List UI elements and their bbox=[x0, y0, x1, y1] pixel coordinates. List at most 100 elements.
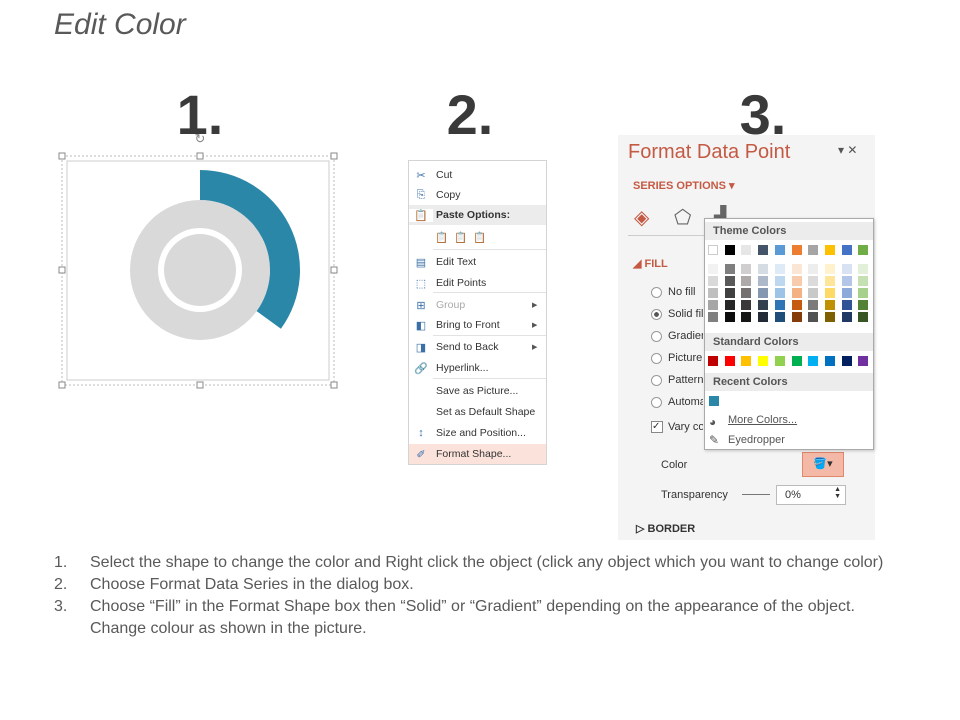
theme-shade-swatch[interactable] bbox=[774, 264, 785, 274]
theme-color-swatch[interactable] bbox=[858, 245, 869, 255]
theme-shade-swatch[interactable] bbox=[758, 276, 769, 286]
more-colors-button[interactable]: More Colors... bbox=[728, 414, 798, 426]
standard-color-swatch[interactable] bbox=[791, 356, 802, 366]
menu-item-save-as-picture[interactable]: Save as Picture... bbox=[409, 381, 546, 401]
paste-keep-formatting-icon[interactable]: 📋 bbox=[435, 231, 449, 244]
series-options-dropdown[interactable]: SERIES OPTIONS ▾ bbox=[633, 180, 735, 192]
theme-shade-swatch[interactable] bbox=[741, 276, 752, 286]
fill-option-radio[interactable] bbox=[651, 375, 662, 386]
paste-use-destination-icon[interactable]: 📋 bbox=[454, 231, 468, 244]
vary-colors-checkbox[interactable]: ✓ bbox=[651, 421, 663, 433]
menu-item-size-and-position[interactable]: ↕ Size and Position... bbox=[409, 423, 546, 443]
standard-color-swatch[interactable] bbox=[808, 356, 819, 366]
theme-shade-swatch[interactable] bbox=[708, 264, 718, 274]
theme-shade-swatch[interactable] bbox=[758, 288, 769, 298]
donut-accent-segment[interactable] bbox=[200, 170, 300, 329]
theme-shade-swatch[interactable] bbox=[724, 288, 735, 298]
theme-shade-swatch[interactable] bbox=[808, 300, 819, 310]
theme-shade-swatch[interactable] bbox=[708, 288, 718, 298]
theme-shade-swatch[interactable] bbox=[808, 312, 819, 322]
theme-color-swatch[interactable] bbox=[708, 245, 718, 255]
theme-shade-swatch[interactable] bbox=[791, 288, 802, 298]
standard-color-swatch[interactable] bbox=[841, 356, 852, 366]
theme-color-swatch[interactable] bbox=[808, 245, 819, 255]
theme-shade-swatch[interactable] bbox=[808, 264, 819, 274]
standard-color-swatch[interactable] bbox=[741, 356, 752, 366]
standard-color-swatch[interactable] bbox=[824, 356, 835, 366]
theme-shade-swatch[interactable] bbox=[741, 312, 752, 322]
theme-shade-swatch[interactable] bbox=[741, 288, 752, 298]
theme-shade-swatch[interactable] bbox=[841, 276, 852, 286]
selection-handles[interactable] bbox=[58, 152, 338, 389]
theme-color-swatch[interactable] bbox=[724, 245, 735, 255]
theme-shade-swatch[interactable] bbox=[841, 312, 852, 322]
theme-shade-swatch[interactable] bbox=[841, 264, 852, 274]
color-picker-button[interactable]: 🪣▾ bbox=[802, 452, 844, 477]
menu-item-format-shape[interactable]: ✐ Format Shape... bbox=[409, 444, 546, 464]
theme-shade-swatch[interactable] bbox=[808, 288, 819, 298]
theme-shade-swatch[interactable] bbox=[824, 300, 835, 310]
theme-shade-swatch[interactable] bbox=[774, 276, 785, 286]
theme-shade-swatch[interactable] bbox=[841, 300, 852, 310]
theme-shade-swatch[interactable] bbox=[774, 300, 785, 310]
menu-item-send-to-back[interactable]: ◨ Send to Back ▶ bbox=[409, 337, 546, 357]
theme-shade-swatch[interactable] bbox=[824, 276, 835, 286]
standard-color-swatch[interactable] bbox=[858, 356, 869, 366]
fill-option-radio[interactable] bbox=[651, 309, 662, 320]
theme-color-swatch[interactable] bbox=[774, 245, 785, 255]
theme-color-swatch[interactable] bbox=[791, 245, 802, 255]
theme-shade-swatch[interactable] bbox=[791, 276, 802, 286]
transparency-input[interactable]: 0% ▲ ▼ bbox=[776, 485, 846, 505]
menu-item-set-as-default-shape[interactable]: Set as Default Shape bbox=[409, 402, 546, 422]
theme-shade-swatch[interactable] bbox=[741, 264, 752, 274]
theme-shade-swatch[interactable] bbox=[774, 312, 785, 322]
theme-shade-swatch[interactable] bbox=[774, 288, 785, 298]
theme-shade-swatch[interactable] bbox=[741, 300, 752, 310]
fill-option-radio[interactable] bbox=[651, 287, 662, 298]
theme-shade-swatch[interactable] bbox=[708, 312, 718, 322]
theme-shade-swatch[interactable] bbox=[724, 300, 735, 310]
theme-shade-swatch[interactable] bbox=[724, 264, 735, 274]
theme-color-swatch[interactable] bbox=[741, 245, 752, 255]
theme-shade-swatch[interactable] bbox=[708, 276, 718, 286]
theme-shade-swatch[interactable] bbox=[758, 264, 769, 274]
menu-item-copy[interactable]: ⎘ Copy bbox=[409, 185, 546, 205]
rotate-handle-icon[interactable]: ↻ bbox=[195, 131, 206, 146]
theme-shade-swatch[interactable] bbox=[858, 264, 869, 274]
theme-shade-swatch[interactable] bbox=[791, 264, 802, 274]
theme-shade-swatch[interactable] bbox=[724, 312, 735, 322]
menu-item-group[interactable]: ⊞ Group ▶ bbox=[409, 295, 546, 315]
theme-color-swatch[interactable] bbox=[758, 245, 769, 255]
theme-shade-swatch[interactable] bbox=[858, 300, 869, 310]
fill-option-radio[interactable] bbox=[651, 397, 662, 408]
theme-shade-swatch[interactable] bbox=[824, 312, 835, 322]
effects-tab-icon[interactable]: ⬠ bbox=[674, 207, 692, 229]
menu-item-bring-to-front[interactable]: ◧ Bring to Front ▶ bbox=[409, 315, 546, 335]
theme-color-swatch[interactable] bbox=[824, 245, 835, 255]
standard-color-swatch[interactable] bbox=[708, 356, 718, 366]
recent-color-swatch[interactable] bbox=[709, 396, 719, 406]
fill-option-radio[interactable] bbox=[651, 353, 662, 364]
standard-color-swatch[interactable] bbox=[724, 356, 735, 366]
theme-shade-swatch[interactable] bbox=[824, 288, 835, 298]
theme-shade-swatch[interactable] bbox=[824, 264, 835, 274]
paste-picture-icon[interactable]: 📋 bbox=[473, 231, 487, 244]
theme-shade-swatch[interactable] bbox=[808, 276, 819, 286]
theme-shade-swatch[interactable] bbox=[791, 300, 802, 310]
fill-section-header[interactable]: ◢ FILL bbox=[633, 258, 668, 270]
donut-chart[interactable]: ↻ bbox=[55, 125, 345, 395]
standard-color-swatch[interactable] bbox=[758, 356, 769, 366]
theme-shade-swatch[interactable] bbox=[758, 300, 769, 310]
theme-shade-swatch[interactable] bbox=[758, 312, 769, 322]
fill-option-radio[interactable] bbox=[651, 331, 662, 342]
menu-item-cut[interactable]: ✂ Cut bbox=[409, 165, 546, 185]
border-section-header[interactable]: ▷ BORDER bbox=[636, 523, 696, 535]
menu-item-edit-points[interactable]: ⬚ Edit Points bbox=[409, 273, 546, 293]
theme-shade-swatch[interactable] bbox=[841, 288, 852, 298]
theme-color-swatch[interactable] bbox=[841, 245, 852, 255]
theme-shade-swatch[interactable] bbox=[858, 276, 869, 286]
theme-shade-swatch[interactable] bbox=[791, 312, 802, 322]
menu-item-hyperlink[interactable]: 🔗 Hyperlink... bbox=[409, 358, 546, 378]
pane-menu-icon[interactable]: ▾ ✕ bbox=[838, 143, 858, 157]
eyedropper-button[interactable]: Eyedropper bbox=[728, 434, 785, 446]
